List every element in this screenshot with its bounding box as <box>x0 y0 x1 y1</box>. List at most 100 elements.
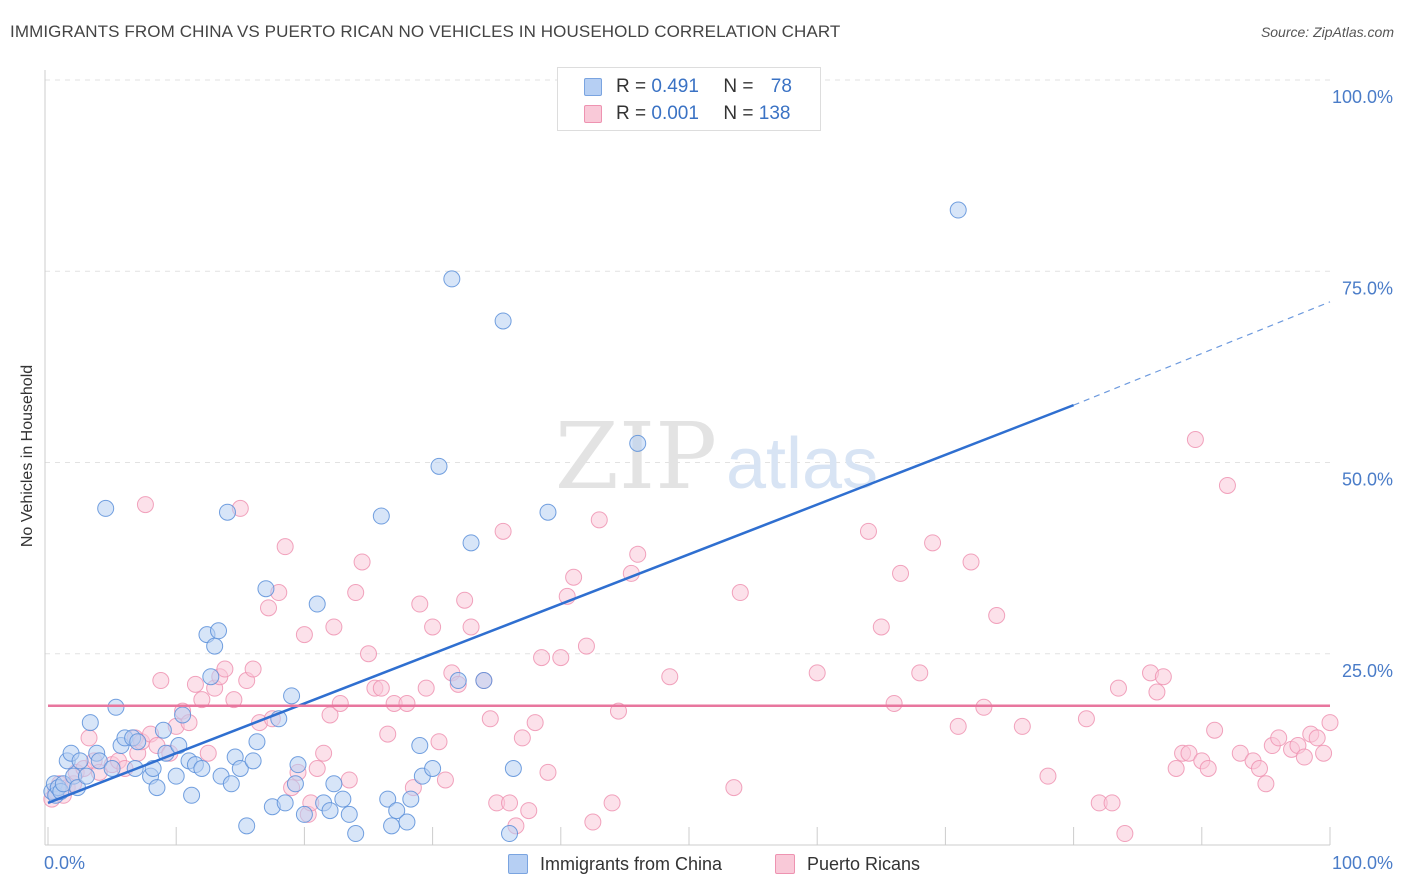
legend-row-puerto-ricans: R = 0.001 N = 138 <box>584 102 790 126</box>
puerto-ricans-point <box>501 794 519 812</box>
puerto-ricans-points <box>43 431 1339 843</box>
puerto-ricans-point <box>988 607 1006 624</box>
puerto-ricans-point <box>1167 760 1185 777</box>
china-point <box>475 672 493 690</box>
n-label: N = <box>723 76 754 97</box>
legend-item-puerto-ricans[interactable]: Puerto Ricans <box>775 852 920 876</box>
puerto-ricans-point <box>1315 744 1333 762</box>
puerto-ricans-legend-icon <box>775 854 795 874</box>
puerto-ricans-swatch-icon <box>584 105 602 123</box>
puerto-ricans-point <box>725 779 743 797</box>
china-point <box>90 752 108 770</box>
china-point <box>424 760 442 777</box>
puerto-ricans-point <box>1013 717 1031 735</box>
china-point <box>244 752 262 770</box>
puerto-ricans-point <box>962 553 980 571</box>
puerto-ricans-point <box>885 694 903 712</box>
legend-label-china: Immigrants from China <box>540 853 723 874</box>
china-point <box>325 775 343 793</box>
puerto-ricans-point <box>872 618 890 636</box>
china-point <box>340 805 358 823</box>
puerto-ricans-point <box>1321 714 1339 732</box>
puerto-ricans-point <box>1180 744 1198 762</box>
puerto-ricans-point <box>924 534 942 552</box>
puerto-ricans-point <box>430 733 448 751</box>
china-point <box>289 756 307 774</box>
china-point <box>81 714 99 732</box>
china-point <box>218 503 236 521</box>
china-point <box>148 779 166 797</box>
puerto-ricans-point <box>661 668 679 686</box>
puerto-ricans-point <box>225 691 243 709</box>
trend-lines <box>47 301 1331 805</box>
china-point <box>494 312 512 330</box>
n-value: 138 <box>758 103 791 124</box>
china-swatch-icon <box>584 78 602 96</box>
china-point <box>402 790 420 808</box>
puerto-ricans-point <box>731 584 749 602</box>
puerto-ricans-point <box>520 802 538 820</box>
puerto-ricans-point <box>911 664 929 682</box>
china-point <box>449 672 467 690</box>
legend-row-china: R = 0.491 N = 78 <box>584 75 792 99</box>
puerto-ricans-point <box>193 691 211 709</box>
axes <box>44 70 1331 846</box>
puerto-ricans-point <box>379 725 397 743</box>
china-legend-icon <box>508 854 528 874</box>
puerto-ricans-point <box>353 553 371 571</box>
puerto-ricans-point <box>424 618 442 636</box>
puerto-ricans-point <box>949 717 967 735</box>
puerto-ricans-point <box>539 763 557 781</box>
y-tick-label: 75.0% <box>1342 278 1393 298</box>
puerto-ricans-point <box>808 664 826 682</box>
china-point <box>174 706 192 724</box>
puerto-ricans-point <box>411 595 429 613</box>
puerto-ricans-point <box>603 794 621 812</box>
y-tick-label: 25.0% <box>1342 661 1393 681</box>
china-point <box>193 760 211 777</box>
china-point <box>286 775 304 793</box>
china-point <box>276 794 294 812</box>
puerto-ricans-point <box>1109 679 1127 697</box>
y-tick-label: 100.0% <box>1332 87 1393 107</box>
puerto-ricans-point <box>152 672 170 690</box>
puerto-ricans-point <box>1250 760 1268 777</box>
puerto-ricans-point <box>1257 775 1275 793</box>
china-point <box>167 767 185 785</box>
china-point <box>462 534 480 552</box>
puerto-ricans-point <box>276 538 294 556</box>
puerto-ricans-point <box>513 729 531 747</box>
r-value: 0.491 <box>651 76 699 97</box>
puerto-ricans-point <box>260 599 278 617</box>
china-point <box>539 503 557 521</box>
puerto-ricans-point <box>347 584 365 602</box>
r-value: 0.001 <box>651 103 699 124</box>
puerto-ricans-point <box>590 511 608 529</box>
china-point <box>97 499 115 517</box>
china-point <box>231 760 249 777</box>
puerto-ricans-point <box>1231 744 1249 762</box>
china-point <box>183 786 201 804</box>
r-label: R = <box>616 103 647 124</box>
china-point <box>210 622 228 640</box>
china-point <box>388 802 406 820</box>
china-trend-extension <box>1073 301 1331 406</box>
correlation-legend: R = 0.491 N = 78 R = 0.001 N = 138 <box>557 67 821 131</box>
puerto-ricans-point <box>1199 760 1217 777</box>
china-point <box>222 775 240 793</box>
puerto-ricans-point <box>80 729 98 747</box>
puerto-ricans-point <box>1218 476 1236 494</box>
puerto-ricans-point <box>609 702 627 720</box>
china-point <box>202 668 220 686</box>
legend-item-china[interactable]: Immigrants from China <box>508 852 722 876</box>
n-label: N = <box>723 103 754 124</box>
puerto-ricans-point <box>244 660 262 678</box>
chart-title: IMMIGRANTS FROM CHINA VS PUERTO RICAN NO… <box>10 22 841 41</box>
puerto-ricans-point <box>436 771 454 789</box>
x-tick-label: 0.0% <box>44 853 85 873</box>
puerto-ricans-point <box>1206 721 1224 739</box>
puerto-ricans-point <box>186 675 204 693</box>
china-point <box>629 434 647 452</box>
puerto-ricans-point <box>417 679 435 697</box>
